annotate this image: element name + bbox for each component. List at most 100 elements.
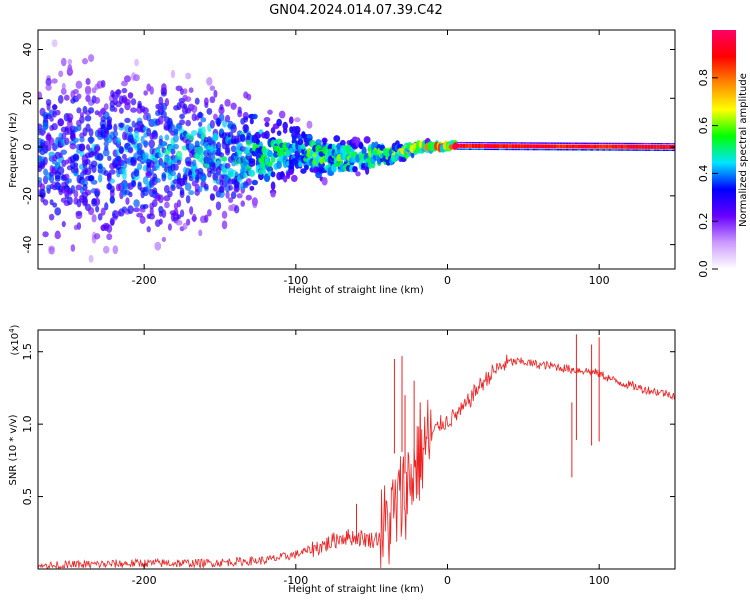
spectrogram-cell: [486, 148, 490, 151]
spectrogram-cell: [218, 152, 225, 158]
spectrogram-cell: [282, 127, 288, 134]
spectrogram-cell: [520, 148, 524, 151]
spectrogram-cell: [559, 144, 563, 149]
spectrogram-cell: [185, 72, 192, 80]
spectrogram-cell: [523, 142, 527, 144]
snr-multiplier-close: ): [10, 324, 21, 328]
spectrogram-cell: [321, 176, 328, 186]
spectrogram-cell: [298, 161, 303, 168]
spectrogram-cell: [158, 152, 164, 158]
spectrogram-cell: [502, 142, 506, 144]
spectrogram-cell: [42, 121, 49, 131]
spectrogram-cell: [617, 144, 621, 149]
spectrogram-cell: [54, 207, 62, 216]
spectrogram-cell: [76, 124, 82, 132]
spectrogram-cell: [465, 141, 469, 144]
spectrogram-cell: [119, 145, 124, 155]
spectrogram-cell: [511, 142, 515, 144]
spectrogram-cell: [577, 142, 581, 145]
spectrogram-cell: [255, 138, 260, 145]
spectrogram-cell: [185, 119, 192, 127]
spectrogram-cell: [109, 185, 115, 194]
spectrogram-cell: [656, 144, 660, 149]
spectrogram-cell: [629, 149, 633, 151]
spectrogram-cell: [124, 117, 131, 124]
spectrogram-cell: [647, 149, 651, 151]
spectrogram-cell: [258, 168, 264, 175]
spectrogram-cell: [45, 144, 52, 152]
spectrogram-cell: [477, 142, 481, 144]
spectrogram-cell: [653, 144, 657, 149]
spectrogram-panel: -200 -100 0 100 40 20 0 -20 -40 Height of straig…: [8, 29, 676, 296]
spectrogram-cell: [213, 89, 218, 98]
spectrogram-cell: [60, 149, 68, 155]
spectrogram-cell: [61, 82, 66, 90]
spectrogram-cell: [665, 149, 669, 152]
spectrogram-cell: [529, 144, 533, 149]
snr-line: [38, 354, 675, 569]
spectrogram-cell: [496, 144, 500, 149]
spectrogram-cell: [264, 173, 270, 182]
spectrogram-cell: [632, 144, 636, 149]
spectrogram-cell: [641, 149, 645, 151]
spectrogram-cell: [508, 148, 512, 151]
spectrogram-cell: [590, 142, 594, 145]
spectrogram-cell: [127, 147, 134, 154]
spectrogram-cell: [294, 125, 301, 134]
spectrogram-cell: [553, 148, 557, 151]
spectrogram-cell: [620, 144, 624, 149]
spectrogram-cell: [169, 170, 176, 177]
spectrogram-cell: [104, 202, 109, 211]
spectrogram-y-tick-label: -20: [21, 187, 34, 205]
spectrogram-cell: [547, 144, 551, 149]
spectrogram-cell: [267, 109, 273, 115]
spectrogram-cell: [468, 141, 472, 144]
spectrogram-cell: [529, 148, 533, 151]
spectrogram-cell: [656, 149, 660, 151]
spectrogram-cell: [76, 93, 82, 99]
spectrogram-cell: [198, 186, 203, 193]
spectrogram-cell: [93, 145, 101, 152]
spectrogram-cell: [246, 93, 252, 101]
snr-panel: -200 -100 0 100 0.5 1.0 1.5 Height of straight…: [8, 324, 676, 595]
spectrogram-ticks: -200 -100 0 100 40 20 0 -20 -40: [21, 30, 675, 287]
spectrogram-cell: [123, 75, 131, 83]
spectrogram-cell: [40, 129, 45, 137]
spectrogram-cell: [459, 141, 463, 144]
colorbar-tick-label: 0.0: [697, 260, 710, 278]
spectrogram-cell: [626, 142, 630, 145]
spectrogram-cell: [571, 142, 575, 145]
spectrogram-cell: [559, 142, 563, 144]
spectrogram-cell: [532, 144, 536, 149]
spectrogram-cell: [629, 144, 633, 149]
spectrogram-frame: [37, 29, 676, 270]
spectrogram-cell: [188, 190, 195, 196]
spectrogram-cell: [42, 199, 49, 206]
spectrogram-cell: [486, 144, 490, 149]
spectrogram-cell: [161, 83, 167, 92]
colorbar-ticks: 0.0 0.2 0.4 0.6 0.8: [697, 69, 718, 278]
spectrogram-cell: [133, 207, 141, 213]
spectrogram-cell: [176, 199, 182, 208]
spectrogram-cell: [550, 144, 554, 149]
spectrogram-cell: [496, 148, 500, 151]
spectrogram-cell: [611, 142, 615, 145]
spectrogram-cell: [650, 144, 654, 149]
spectrogram-cell: [64, 137, 70, 146]
spectrogram-cell: [452, 143, 458, 149]
colorbar-tick-label: 0.4: [697, 165, 710, 183]
spectrogram-cell: [112, 245, 119, 255]
spectrogram-cell: [659, 142, 663, 145]
spectrogram-cell: [198, 121, 203, 127]
spectrogram-cell: [212, 133, 219, 141]
spectrogram-cell: [662, 142, 666, 145]
spectrogram-cell: [580, 144, 584, 149]
spectrogram-cell: [72, 153, 80, 161]
spectrogram-cell: [130, 107, 137, 113]
spectrogram-cell: [245, 178, 252, 186]
spectrogram-cell: [204, 214, 209, 223]
spectrogram-cell: [90, 179, 98, 185]
spectrogram-cell: [474, 143, 478, 148]
spectrogram-cell: [207, 209, 212, 217]
spectrogram-cell: [218, 186, 225, 194]
